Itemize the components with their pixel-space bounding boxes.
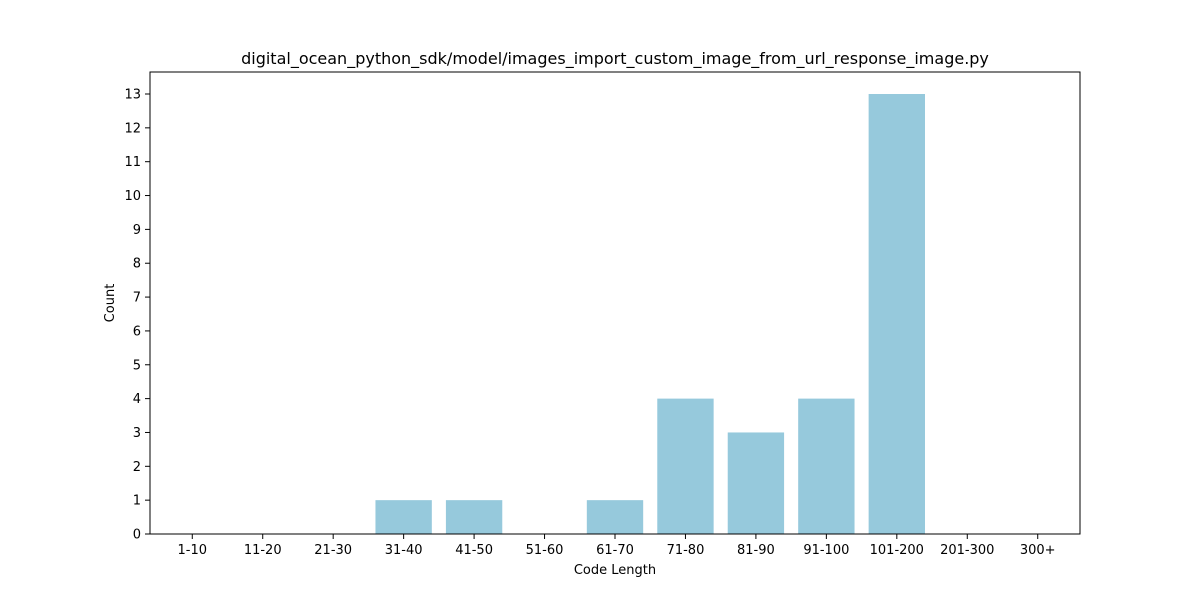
y-tick-label: 11 xyxy=(124,155,141,170)
y-tick-label: 3 xyxy=(133,426,141,441)
y-tick-label: 13 xyxy=(124,88,141,103)
y-tick-label: 0 xyxy=(133,528,141,543)
x-tick-label: 51-60 xyxy=(526,543,564,558)
y-tick-label: 8 xyxy=(133,257,141,272)
x-tick-label: 61-70 xyxy=(596,543,634,558)
x-axis-label: Code Length xyxy=(574,563,656,578)
ticks-layer: 1-10 11-20 21-30 31-40 41-50 51-60 61-70 71-80 8… xyxy=(124,88,1055,559)
bars-layer xyxy=(375,94,925,534)
y-tick-label: 2 xyxy=(133,460,141,475)
bar-41-50 xyxy=(445,500,503,534)
bar-91-100 xyxy=(798,398,855,534)
y-tick-label: 5 xyxy=(133,358,141,373)
y-tick-label: 1 xyxy=(133,494,141,509)
bar-81-90 xyxy=(727,432,785,534)
x-tick-label: 1-10 xyxy=(178,543,208,558)
bar-31-40 xyxy=(375,500,432,534)
x-tick-label: 41-50 xyxy=(455,543,493,558)
x-tick-label: 81-90 xyxy=(737,543,775,558)
y-tick-label: 7 xyxy=(133,291,141,306)
y-tick-label: 4 xyxy=(133,392,141,407)
x-tick-label: 91-100 xyxy=(803,543,849,558)
x-tick-label: 300+ xyxy=(1020,543,1056,558)
bar-71-80 xyxy=(657,398,714,534)
x-tick-label: 71-80 xyxy=(667,543,705,558)
y-axis-label: Count xyxy=(103,284,118,323)
bar-61-70 xyxy=(586,500,644,534)
x-tick-label: 201-300 xyxy=(940,543,994,558)
chart-title: digital_ocean_python_sdk/model/images_im… xyxy=(241,49,989,69)
x-tick-label: 31-40 xyxy=(385,543,423,558)
plot-area-frame xyxy=(149,71,1081,535)
bar-101-200 xyxy=(868,94,925,534)
y-tick-label: 12 xyxy=(124,121,141,136)
y-tick-label: 9 xyxy=(133,223,141,238)
y-tick-label: 6 xyxy=(133,324,141,339)
x-tick-label: 21-30 xyxy=(314,543,352,558)
y-tick-label: 10 xyxy=(124,189,141,204)
x-tick-label: 11-20 xyxy=(244,543,282,558)
x-tick-label: 101-200 xyxy=(870,543,924,558)
